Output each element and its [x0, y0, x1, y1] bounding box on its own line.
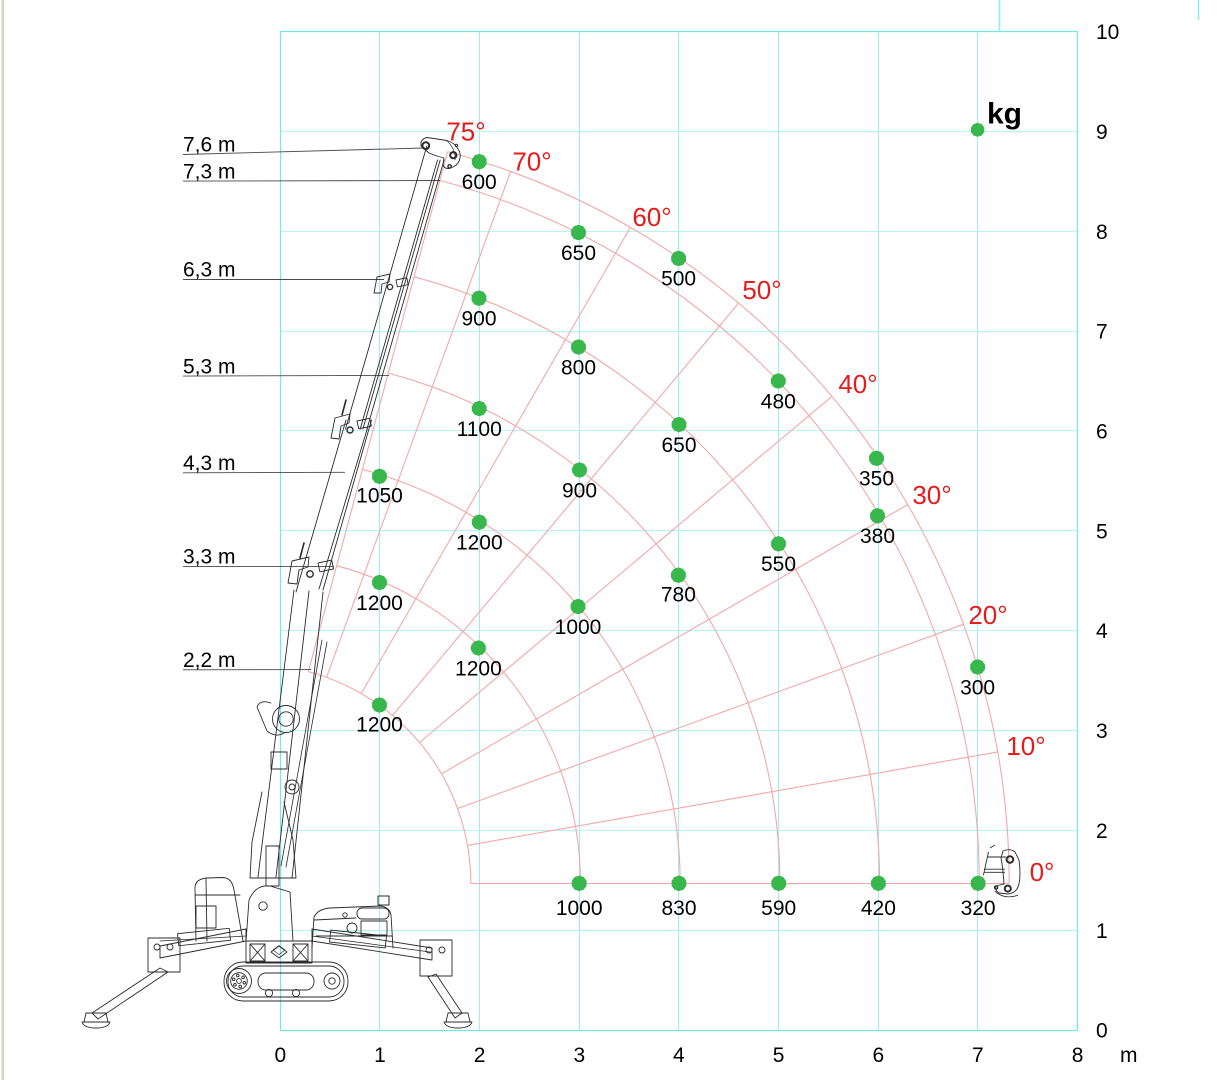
svg-text:4: 4: [1096, 620, 1108, 643]
svg-text:1: 1: [1096, 920, 1108, 943]
svg-text:650: 650: [561, 242, 596, 265]
svg-text:600: 600: [462, 171, 497, 194]
svg-text:5: 5: [773, 1044, 785, 1067]
svg-text:5,3 m: 5,3 m: [183, 355, 236, 378]
svg-text:320: 320: [961, 897, 996, 920]
svg-text:8: 8: [1096, 221, 1108, 244]
svg-text:380: 380: [860, 525, 895, 548]
svg-text:590: 590: [761, 897, 796, 920]
svg-text:7,6 m: 7,6 m: [183, 134, 236, 157]
svg-text:70°: 70°: [512, 147, 551, 177]
svg-text:300: 300: [960, 676, 995, 699]
svg-text:650: 650: [661, 434, 696, 457]
svg-text:m: m: [1120, 1044, 1138, 1067]
svg-text:500: 500: [661, 268, 696, 291]
svg-text:50°: 50°: [742, 275, 781, 305]
svg-text:1: 1: [374, 1044, 386, 1067]
svg-text:2: 2: [474, 1044, 486, 1067]
svg-text:40°: 40°: [838, 369, 877, 399]
svg-text:3: 3: [1096, 720, 1108, 743]
svg-text:780: 780: [661, 584, 696, 607]
svg-text:75°: 75°: [446, 116, 485, 146]
svg-text:900: 900: [562, 479, 597, 502]
svg-text:6,3 m: 6,3 m: [183, 259, 236, 282]
svg-text:350: 350: [859, 468, 894, 491]
svg-text:4,3 m: 4,3 m: [183, 452, 236, 475]
svg-text:7: 7: [972, 1044, 984, 1067]
svg-text:7,3 m: 7,3 m: [183, 160, 236, 183]
svg-text:3,3 m: 3,3 m: [183, 546, 236, 569]
svg-text:6: 6: [872, 1044, 884, 1067]
svg-text:1200: 1200: [456, 532, 503, 555]
svg-text:800: 800: [561, 356, 596, 379]
svg-text:60°: 60°: [632, 202, 671, 232]
svg-text:3: 3: [573, 1044, 585, 1067]
svg-text:0: 0: [274, 1044, 286, 1067]
svg-text:1050: 1050: [356, 485, 403, 508]
svg-text:1100: 1100: [457, 418, 502, 441]
svg-text:4: 4: [673, 1044, 685, 1067]
svg-text:1000: 1000: [555, 616, 602, 639]
svg-text:0: 0: [1096, 1020, 1108, 1043]
svg-text:1000: 1000: [556, 897, 603, 920]
svg-text:2: 2: [1096, 820, 1108, 843]
svg-text:6: 6: [1096, 421, 1108, 444]
svg-text:0°: 0°: [1030, 857, 1055, 887]
svg-text:30°: 30°: [912, 480, 951, 510]
svg-text:8: 8: [1072, 1044, 1084, 1067]
svg-text:550: 550: [761, 553, 796, 576]
svg-text:900: 900: [461, 308, 496, 331]
svg-text:5: 5: [1096, 520, 1108, 543]
svg-text:10°: 10°: [1006, 731, 1045, 761]
svg-text:1200: 1200: [455, 657, 502, 680]
svg-text:420: 420: [861, 897, 896, 920]
svg-text:1200: 1200: [356, 592, 403, 615]
svg-text:20°: 20°: [968, 600, 1007, 630]
svg-text:2,2 m: 2,2 m: [183, 649, 236, 672]
svg-text:9: 9: [1096, 121, 1108, 144]
svg-text:kg: kg: [987, 98, 1022, 131]
svg-text:830: 830: [661, 897, 696, 920]
svg-text:7: 7: [1096, 321, 1108, 344]
svg-text:480: 480: [761, 390, 796, 413]
svg-text:1200: 1200: [356, 713, 403, 736]
svg-text:10: 10: [1096, 21, 1119, 44]
